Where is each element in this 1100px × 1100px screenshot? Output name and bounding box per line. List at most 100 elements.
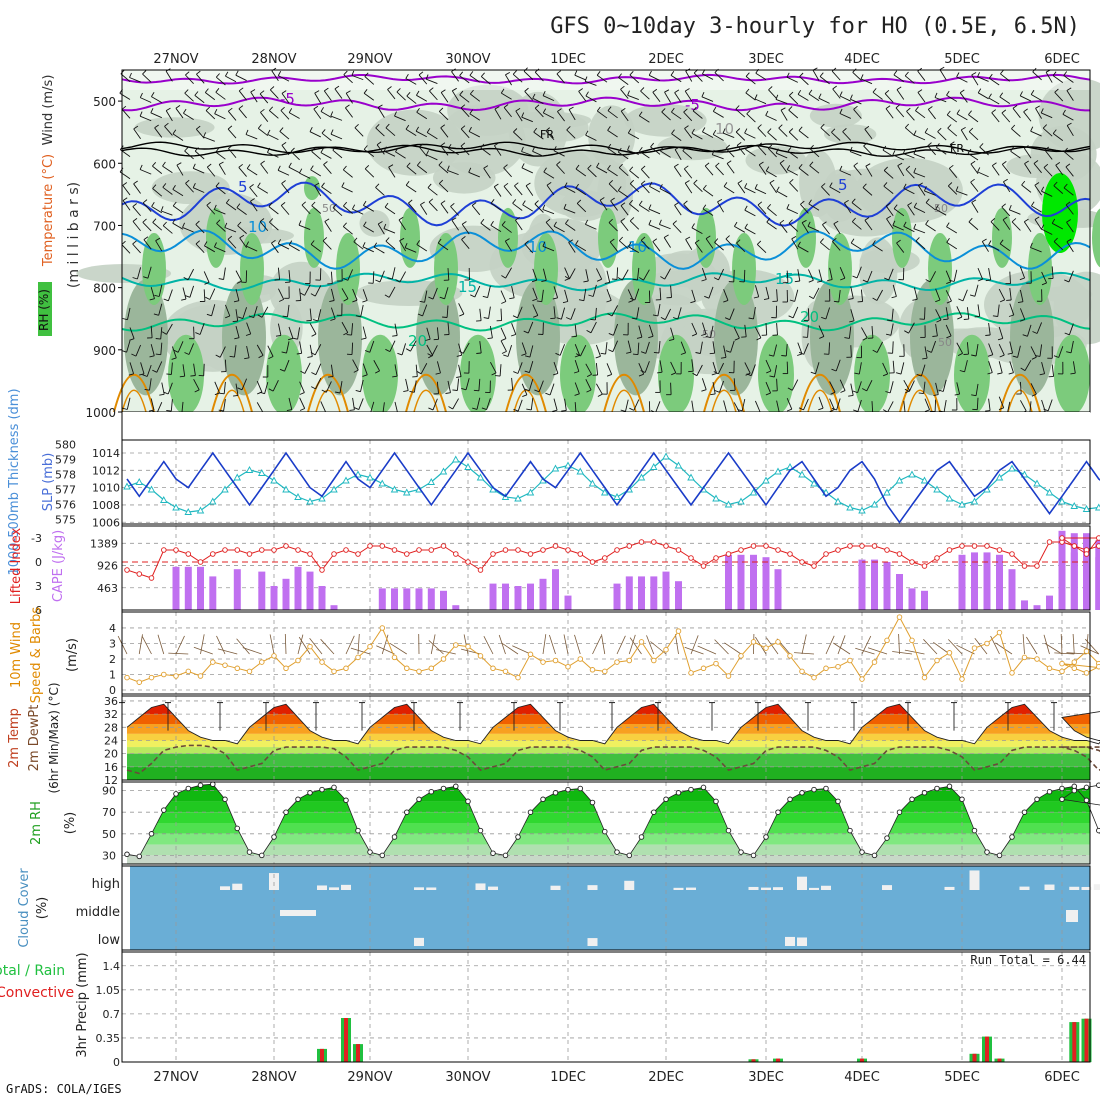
wind-speed-line-point — [859, 676, 865, 682]
wind-barb-flag — [195, 220, 200, 225]
wind-barb — [385, 240, 396, 250]
precip-panel-frame — [121, 951, 1091, 1063]
wind-barb — [606, 363, 613, 375]
wind-speed-line-point — [173, 673, 179, 679]
wind-speed-line-point — [934, 657, 940, 664]
wind-barb — [389, 340, 396, 352]
wind-barb-flag — [992, 162, 997, 166]
wind-barb — [261, 306, 269, 318]
wind-barb — [459, 75, 470, 84]
wind-barb-flag — [501, 301, 507, 304]
wind-barb — [607, 110, 618, 119]
lifted-index-line-point — [379, 543, 386, 549]
wind-barb-flag — [892, 220, 896, 226]
rh-line-point — [1009, 834, 1015, 840]
wind-barb — [1051, 364, 1055, 377]
wind-speed-line-point — [959, 676, 965, 682]
wind-barb — [313, 108, 322, 119]
wind-barb — [691, 322, 698, 335]
cape-bar — [294, 566, 302, 610]
wind-barb — [438, 183, 449, 193]
wind-barb — [458, 343, 463, 356]
wind-barb-flag — [314, 182, 320, 186]
wind-barb — [788, 95, 799, 105]
wind-barb — [151, 96, 163, 104]
wind-speed-line-point — [210, 659, 216, 665]
wind-barb — [151, 206, 163, 214]
lifted-index-line-point — [148, 575, 155, 581]
wind-barb-flag — [163, 298, 169, 302]
wind-barb-flag — [627, 90, 630, 96]
lifted-index-line-point — [1083, 551, 1090, 557]
wind-barb — [424, 290, 428, 303]
wind-barb — [314, 92, 322, 104]
thickness-line-point — [123, 482, 131, 490]
wind-barb-flag — [767, 204, 772, 209]
wind-barb-flag — [311, 201, 316, 206]
wind-barb-flag — [607, 313, 613, 317]
cloud-high-bar — [673, 887, 684, 890]
wind-barb — [483, 168, 491, 179]
wind-10m-barb — [297, 634, 304, 655]
wind-barb — [234, 345, 237, 358]
wind-barb — [215, 151, 226, 160]
wind-barb — [330, 364, 334, 377]
wind-barb-flag — [862, 337, 868, 341]
wind-speed-line-point — [1034, 656, 1040, 662]
wind-barb — [755, 326, 762, 339]
lifted-index-line-point — [331, 551, 337, 557]
wind-barb-flag — [849, 146, 853, 152]
wind-barb — [639, 115, 650, 123]
wind-10m-barb — [690, 635, 699, 655]
wind-barb-flag — [596, 106, 601, 112]
wind-barb — [486, 398, 491, 410]
wind-barb — [903, 225, 915, 233]
wind-barb-flag — [872, 240, 876, 245]
wind-barb-flag — [288, 162, 292, 168]
lifted-index-line-point — [626, 543, 633, 549]
rh-line-point — [996, 852, 1003, 859]
wind-barb — [964, 360, 968, 372]
rh-plume — [362, 334, 398, 415]
wind-barb — [684, 90, 693, 102]
wind-barb-flag — [564, 182, 568, 188]
wind-barb — [281, 144, 290, 156]
rh-line-point — [367, 849, 373, 855]
wind-barb — [399, 240, 406, 252]
wind-barb — [503, 107, 512, 118]
wind-barb-flag — [817, 280, 823, 283]
wind-barb-flag — [542, 204, 546, 210]
contour-label: 5 — [238, 178, 248, 196]
rh-line-point — [234, 825, 241, 832]
wind-barb-flag — [152, 369, 157, 373]
wind-barb-flag — [851, 198, 856, 203]
wind-barb — [1065, 204, 1074, 215]
lifted-index-line-point — [416, 547, 422, 553]
wind-barb — [569, 268, 576, 280]
wind-barb — [146, 365, 152, 377]
wind-barb — [309, 308, 312, 321]
wind-barb — [886, 218, 894, 230]
rh-line-point — [884, 835, 890, 841]
wind-barb — [618, 77, 629, 85]
lifted-index-line-point — [725, 551, 732, 557]
wind-barb-flag — [383, 146, 387, 152]
wind-10m-barb — [193, 646, 213, 655]
date-label-bottom: 29NOV — [347, 1070, 392, 1085]
rh-line-point — [1021, 809, 1028, 815]
wind-barb — [225, 75, 237, 83]
wind-barb-flag — [122, 182, 128, 186]
wind-barb-flag — [142, 70, 147, 75]
wind-barb — [290, 151, 300, 161]
wind-barb — [1034, 184, 1042, 196]
wind-barb — [199, 323, 205, 335]
wind-barb — [725, 238, 735, 248]
rh-line-point — [246, 849, 253, 855]
wind-barb — [1012, 108, 1021, 119]
wind-barb — [905, 169, 915, 179]
wind-barb-flag — [903, 221, 907, 227]
wind-speed-line-point — [799, 668, 805, 675]
lifted-index-line-point — [700, 563, 707, 569]
wind-barb-flag — [268, 106, 274, 111]
wind-barb — [216, 223, 226, 232]
